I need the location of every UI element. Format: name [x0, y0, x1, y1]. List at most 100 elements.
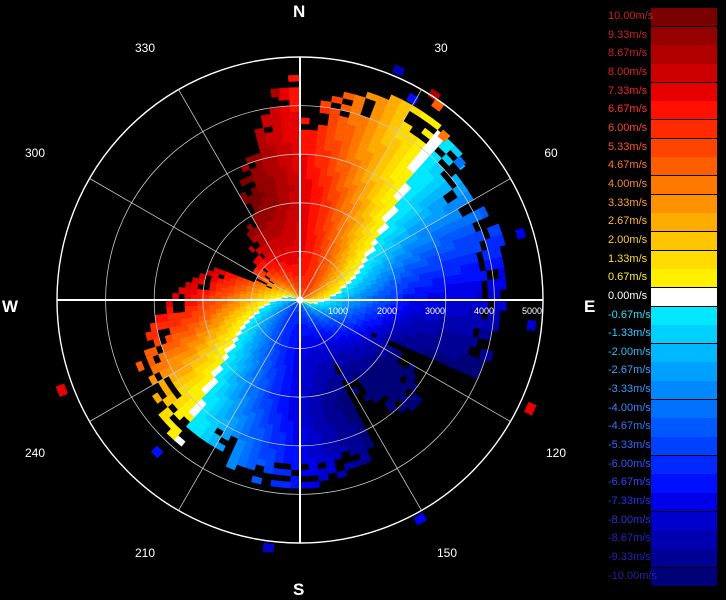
velocity-bin [287, 414, 295, 422]
velocity-bin [284, 438, 293, 446]
legend-swatch [651, 213, 717, 232]
velocity-bin [451, 299, 459, 309]
velocity-bin [445, 299, 453, 309]
velocity-bin [274, 455, 284, 464]
velocity-bin [291, 457, 301, 465]
velocity-bin [299, 445, 309, 453]
velocity-bin [299, 141, 309, 149]
legend-label: 3.33m/s [608, 196, 648, 209]
velocity-bin [311, 178, 320, 187]
velocity-bin [307, 450, 317, 458]
velocity-bin [487, 279, 495, 291]
velocity-bin [445, 291, 453, 301]
legend-swatch [651, 26, 717, 45]
velocity-bin [277, 431, 287, 440]
legend-swatch [651, 8, 717, 27]
legend-row: -3.33m/s [606, 381, 717, 400]
velocity-bin [438, 284, 446, 293]
velocity-bin [499, 278, 507, 290]
velocity-bin [302, 360, 308, 367]
range-label-1000: 1000 [327, 306, 349, 316]
velocity-bin [309, 395, 317, 403]
velocity-bin [172, 312, 181, 321]
azimuth-label-120: 120 [545, 446, 567, 460]
legend-label: -4.67m/s [608, 420, 651, 433]
legend-swatch [651, 381, 717, 400]
velocity-fragment [270, 88, 281, 98]
velocity-bin [277, 191, 285, 200]
legend-row: -1.33m/s [606, 325, 717, 344]
velocity-bin [396, 304, 404, 312]
velocity-bin [264, 131, 275, 140]
legend-row: 6.67m/s [606, 101, 717, 120]
legend-swatch [651, 567, 717, 586]
legend-swatch [651, 493, 717, 512]
legend-swatch [651, 101, 717, 120]
velocity-bin [407, 281, 416, 289]
legend-swatch [651, 418, 717, 437]
velocity-bin [285, 209, 292, 217]
north-label: N [293, 2, 306, 21]
velocity-bin [285, 432, 294, 440]
legend-swatch [651, 306, 717, 325]
velocity-bin [178, 311, 187, 320]
velocity-bin [293, 239, 298, 246]
velocity-bin [288, 87, 301, 94]
legend-label: 10.00m/s [608, 10, 654, 22]
velocity-bin [413, 280, 422, 289]
velocity-bin [287, 178, 295, 186]
velocity-bin [308, 462, 319, 471]
legend-label: 8.67m/s [608, 47, 648, 60]
velocity-bin [289, 111, 301, 119]
velocity-bin [413, 311, 422, 320]
legend-row: -6.00m/s [606, 455, 717, 475]
legend-row: 9.33m/s [606, 26, 717, 46]
legend-swatch [651, 362, 717, 381]
velocity-bin [309, 481, 320, 489]
legend-swatch [651, 474, 717, 493]
legend-swatch [651, 287, 717, 307]
legend-label: 6.67m/s [608, 103, 648, 116]
velocity-bin [312, 419, 321, 428]
velocity-bin [299, 439, 308, 447]
legend-swatch [651, 530, 717, 549]
velocity-bin [184, 311, 193, 319]
legend-label: 9.33m/s [608, 28, 648, 41]
azimuth-label-330: 330 [134, 41, 156, 55]
legend-row: 6.00m/s [606, 119, 717, 139]
velocity-bin [285, 160, 294, 168]
velocity-bin [196, 288, 204, 296]
velocity-bin [166, 313, 175, 322]
velocity-bin [450, 145, 463, 158]
velocity-bin [191, 315, 200, 323]
velocity-bin [184, 305, 192, 313]
east-label: E [584, 297, 596, 316]
velocity-bin [444, 283, 452, 293]
velocity-bin [196, 304, 204, 312]
velocity-bin [313, 160, 323, 169]
velocity-bin [288, 402, 295, 410]
velocity-bin [299, 427, 308, 434]
velocity-bin [208, 304, 216, 310]
legend-label: -4.00m/s [608, 401, 651, 414]
velocity-bin [305, 402, 312, 410]
velocity-bin [306, 166, 315, 174]
velocity-bin [292, 233, 298, 240]
velocity-bin [281, 184, 289, 193]
velocity-bin [282, 190, 290, 199]
velocity-bin [293, 421, 301, 428]
legend-row: -10.00m/s [606, 567, 717, 587]
velocity-bin [313, 166, 322, 175]
velocity-bin [284, 154, 293, 162]
velocity-bin [280, 117, 292, 126]
velocity-bin [190, 288, 198, 295]
velocity-bin [299, 172, 307, 179]
velocity-bin [499, 299, 507, 312]
velocity-bin [172, 293, 179, 301]
velocity-bin [279, 172, 288, 181]
legend-row: -2.00m/s [606, 343, 717, 363]
velocity-bin [487, 289, 495, 301]
velocity-bin [303, 372, 309, 380]
velocity-bin [290, 129, 301, 137]
velocity-bin [214, 290, 222, 297]
